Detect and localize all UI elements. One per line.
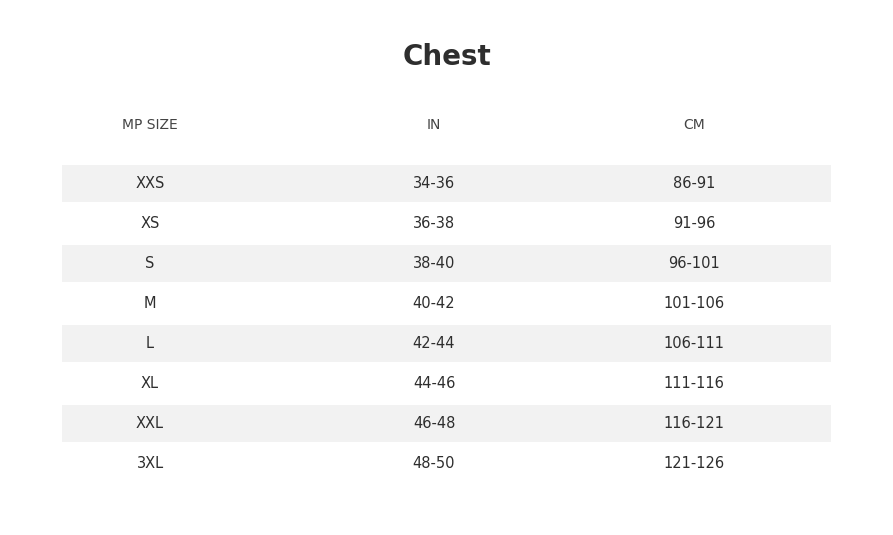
Bar xyxy=(62,404,831,441)
Bar xyxy=(62,164,831,202)
Text: S: S xyxy=(146,256,154,271)
Text: 111-116: 111-116 xyxy=(663,376,724,391)
Text: XS: XS xyxy=(140,216,160,231)
Text: M: M xyxy=(144,295,156,310)
Text: 42-44: 42-44 xyxy=(413,335,455,350)
Text: 121-126: 121-126 xyxy=(663,455,724,470)
Text: L: L xyxy=(146,335,154,350)
Text: 3XL: 3XL xyxy=(137,455,163,470)
Text: 106-111: 106-111 xyxy=(663,335,724,350)
Text: 34-36: 34-36 xyxy=(413,175,455,190)
Text: Chest: Chest xyxy=(402,43,491,71)
Text: 86-91: 86-91 xyxy=(672,175,715,190)
Text: 44-46: 44-46 xyxy=(413,376,455,391)
Text: 48-50: 48-50 xyxy=(413,455,455,470)
Text: 36-38: 36-38 xyxy=(413,216,455,231)
Text: 40-42: 40-42 xyxy=(413,295,455,310)
Text: 116-121: 116-121 xyxy=(663,416,724,431)
Text: XL: XL xyxy=(141,376,159,391)
Text: 101-106: 101-106 xyxy=(663,295,724,310)
Bar xyxy=(62,325,831,362)
Text: CM: CM xyxy=(683,118,705,132)
Text: 38-40: 38-40 xyxy=(413,256,455,271)
Text: IN: IN xyxy=(427,118,441,132)
Text: XXL: XXL xyxy=(136,416,164,431)
Text: 96-101: 96-101 xyxy=(668,256,720,271)
Text: 46-48: 46-48 xyxy=(413,416,455,431)
Text: MP SIZE: MP SIZE xyxy=(122,118,178,132)
Text: XXS: XXS xyxy=(136,175,164,190)
Text: 91-96: 91-96 xyxy=(672,216,715,231)
Bar xyxy=(62,244,831,281)
